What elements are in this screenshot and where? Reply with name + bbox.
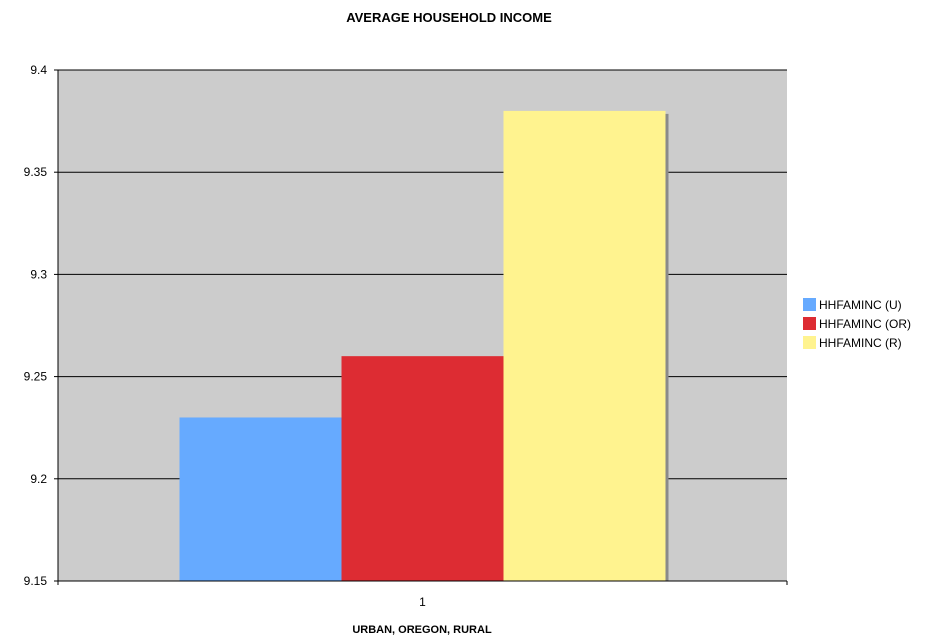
chart-title: AVERAGE HOUSEHOLD INCOME xyxy=(346,10,552,25)
y-tick-label: 9.2 xyxy=(30,472,47,486)
legend-swatch xyxy=(803,298,816,311)
x-axis-ticks: 1 xyxy=(57,581,788,609)
y-axis-ticks: 9.15 9.2 9.25 9.3 9.35 9.4 xyxy=(24,63,58,588)
legend-swatch xyxy=(803,317,816,330)
bar xyxy=(503,110,666,581)
legend-label: HHFAMINC (OR) xyxy=(819,317,911,331)
y-tick-label: 9.4 xyxy=(30,63,47,77)
legend-label: HHFAMINC (R) xyxy=(819,336,902,350)
y-tick-label: 9.3 xyxy=(30,267,47,281)
bar xyxy=(179,417,342,581)
legend-swatch xyxy=(803,336,816,349)
legend-label: HHFAMINC (U) xyxy=(819,298,902,312)
x-axis-title: URBAN, OREGON, RURAL xyxy=(352,624,492,636)
x-tick-label: 1 xyxy=(419,595,426,609)
y-tick-label: 9.15 xyxy=(24,574,48,588)
y-tick-label: 9.35 xyxy=(24,165,48,179)
y-tick-label: 9.25 xyxy=(24,370,48,384)
bars xyxy=(179,110,669,581)
legend: HHFAMINC (U) HHFAMINC (OR) HHFAMINC (R) xyxy=(803,298,911,350)
bar xyxy=(341,356,504,581)
